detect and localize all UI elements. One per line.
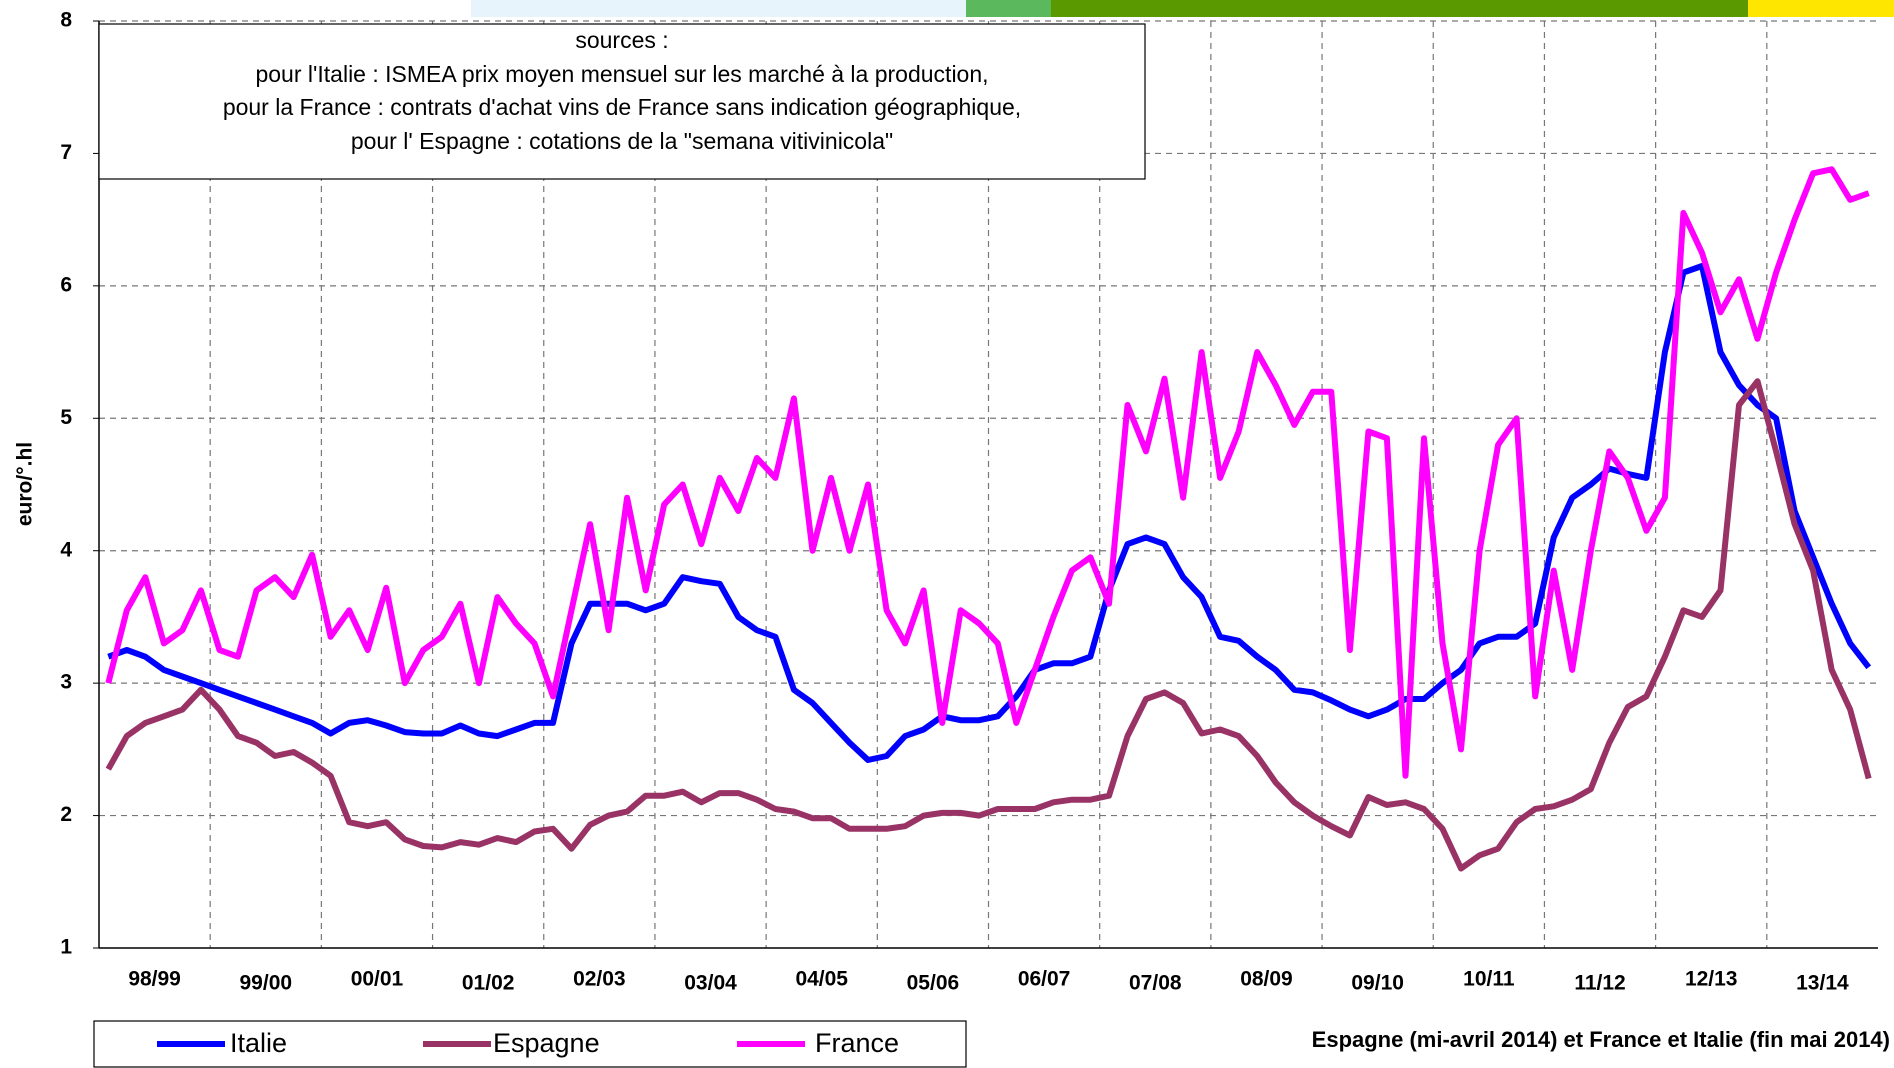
x-tick-label: 01/02 [462,972,515,995]
y-axis-label: euro/°.hl [14,442,37,526]
y-tick-label: 7 [60,141,72,164]
source-line: pour l'Italie : ISMEA prix moyen mensuel… [255,61,988,87]
source-line: sources : [575,27,668,53]
top-band [1748,0,1894,17]
x-tick-label: 06/07 [1018,968,1071,991]
legend-label: France [815,1028,899,1058]
x-tick-label: 13/14 [1796,972,1849,995]
source-line: pour l' Espagne : cotations de la "seman… [351,128,893,154]
x-tick-label: 10/11 [1463,968,1515,991]
y-tick-label: 1 [60,936,72,959]
x-tick-label: 02/03 [573,968,626,991]
legend-entries: Italie Espagne France [157,1028,899,1058]
source-line: pour la France : contrats d'achat vins d… [223,94,1021,120]
legend-label: Italie [230,1028,287,1058]
y-tick-label: 6 [60,273,72,296]
x-tick-label: 98/99 [128,968,181,991]
y-tick-label: 4 [60,538,72,561]
legend [93,1020,967,1068]
legend-label: Espagne [493,1028,600,1058]
series-line [105,378,1872,872]
series-line [107,263,1872,763]
x-tick-label: 04/05 [795,968,848,991]
series-line [105,166,1870,779]
y-tick-label: 2 [60,803,72,826]
x-tick-label: 99/00 [240,972,293,995]
top-band [1051,0,1748,17]
plot-lines [105,166,1872,872]
x-tick-label: 05/06 [907,972,960,995]
y-tick-label: 3 [60,671,72,694]
x-tick-label: 00/01 [351,968,404,991]
top-band [966,0,1051,17]
x-tick-label: 03/04 [684,972,737,995]
x-tick-label: 07/08 [1129,972,1182,995]
x-tick-label: 09/10 [1351,972,1404,995]
source-box [98,23,1146,180]
x-tick-label: 12/13 [1685,968,1738,991]
top-band [471,0,966,17]
y-tick-label: 8 [60,9,72,32]
x-tick-label: 08/09 [1240,968,1293,991]
x-tick-label: 11/12 [1574,972,1625,995]
note: Espagne (mi-avril 2014) et France et Ita… [1312,1027,1890,1052]
y-tick-label: 5 [60,406,72,429]
